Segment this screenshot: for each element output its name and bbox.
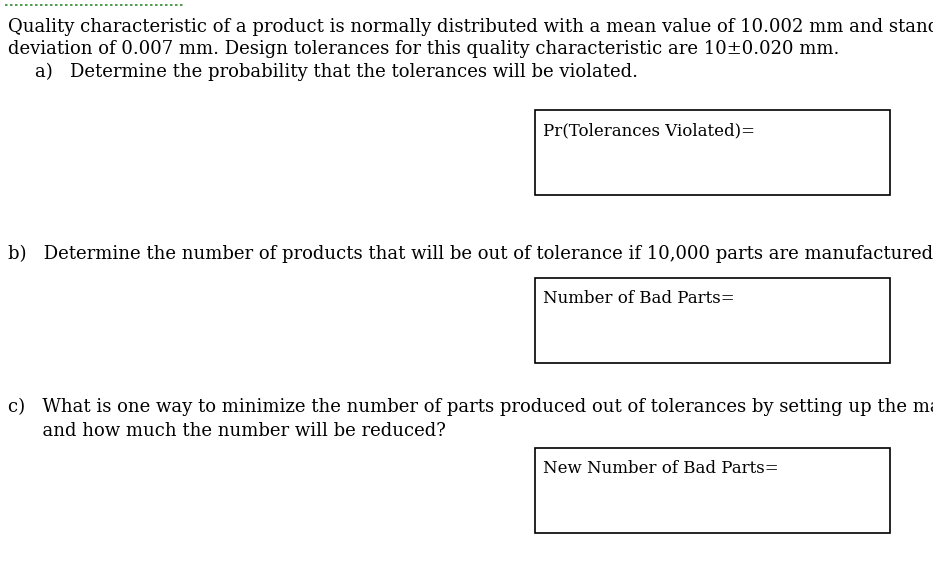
Text: Quality characteristic of a product is normally distributed with a mean value of: Quality characteristic of a product is n…	[8, 18, 933, 36]
Text: c)   What is one way to minimize the number of parts produced out of tolerances : c) What is one way to minimize the numbe…	[8, 398, 933, 416]
Text: New Number of Bad Parts=: New Number of Bad Parts=	[543, 460, 779, 477]
Text: Number of Bad Parts=: Number of Bad Parts=	[543, 290, 734, 307]
Bar	[535, 278, 890, 363]
Bar	[535, 448, 890, 533]
Text: a)   Determine the probability that the tolerances will be violated.: a) Determine the probability that the to…	[35, 63, 638, 82]
Text: b)   Determine the number of products that will be out of tolerance if 10,000 pa: b) Determine the number of products that…	[8, 245, 933, 263]
Bar	[535, 110, 890, 195]
Text: and how much the number will be reduced?: and how much the number will be reduced?	[8, 422, 446, 440]
Text: Pr(Tolerances Violated)=: Pr(Tolerances Violated)=	[543, 122, 755, 139]
Text: deviation of 0.007 mm. Design tolerances for this quality characteristic are 10±: deviation of 0.007 mm. Design tolerances…	[8, 40, 840, 58]
